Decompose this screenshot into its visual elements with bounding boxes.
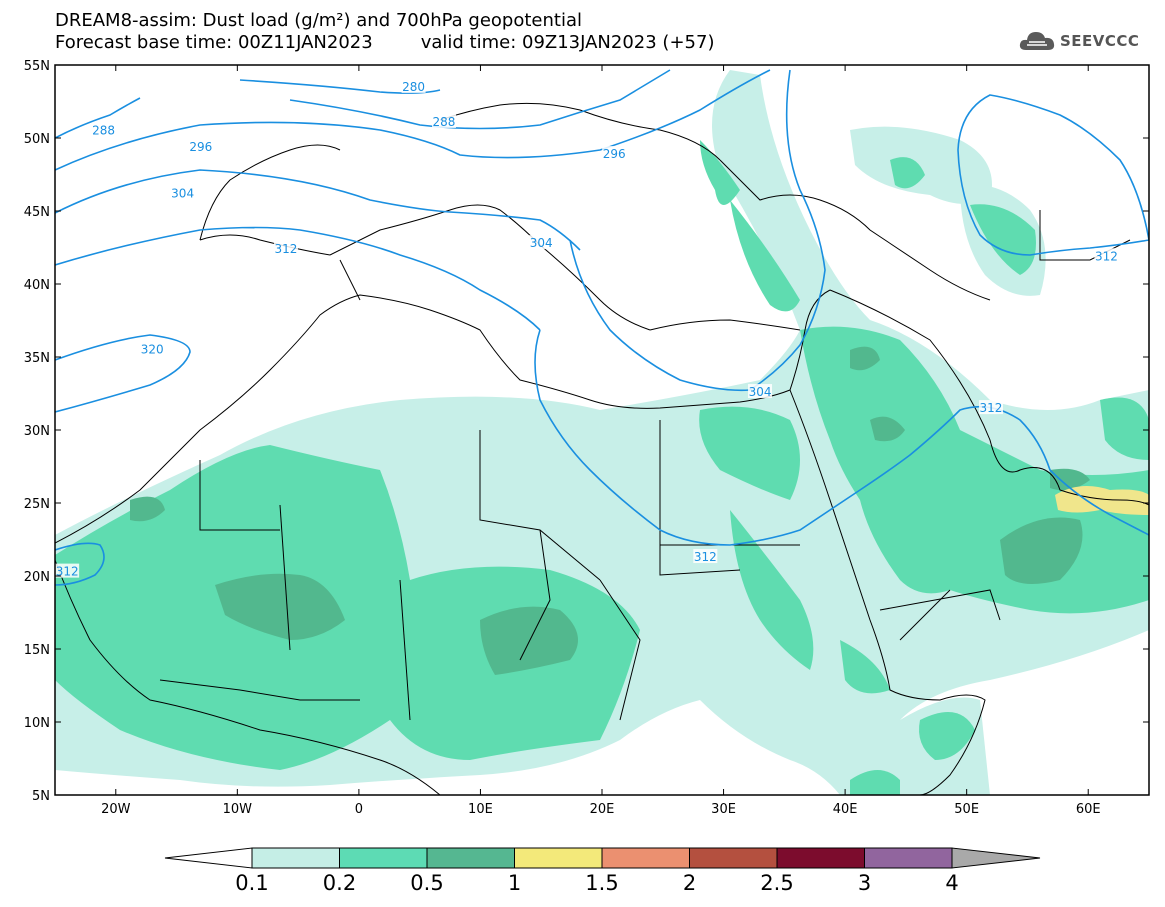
colorbar: 0.1 0.2 0.5 1 1.5 2 2.5 3 4 — [164, 847, 1041, 895]
contour-312-central — [534, 329, 1149, 546]
contour-320 — [55, 334, 191, 413]
contour-label-bg — [1094, 248, 1119, 263]
contour-312-south — [55, 542, 105, 586]
colorbar-label: 3 — [858, 871, 871, 895]
contour-288-east — [289, 69, 671, 130]
title-line-1: DREAM8-assim: Dust load (g/m²) and 700hP… — [55, 10, 582, 31]
contour-296-west — [55, 69, 771, 171]
contour-label-bg — [602, 146, 627, 161]
contour-label: 288 — [92, 124, 115, 138]
colorbar-segment — [601, 847, 690, 869]
contour-label: 304 — [530, 236, 553, 250]
colorbar-label: 0.2 — [323, 871, 356, 895]
colorbar-segment — [514, 847, 603, 869]
colorbar-label: 2 — [683, 871, 696, 895]
lat-tick-label: 30N — [24, 424, 50, 439]
lat-tick-label: 5N — [32, 789, 50, 804]
contour-304-west — [55, 169, 581, 251]
lon-tick-label: 10W — [223, 802, 253, 817]
contour-312-west — [55, 226, 541, 331]
lon-tick-label: 50E — [954, 802, 979, 817]
latitude-axis: 55N 50N 45N 40N 35N 30N 25N 20N 15N 10N 5N — [24, 59, 1149, 804]
contour-label: 296 — [189, 140, 212, 154]
lat-tick-label: 15N — [24, 643, 50, 658]
contour-label-bg — [170, 185, 195, 200]
colorbar-label: 0.5 — [410, 871, 443, 895]
forecast-base-time: Forecast base time: 00Z11JAN2023 — [55, 32, 373, 53]
colorbar-segment — [864, 847, 953, 869]
lon-tick-label: 30E — [711, 802, 736, 817]
contour-label: 312 — [1095, 249, 1118, 263]
contour-288-west — [55, 97, 141, 139]
valid-time: valid time: 09Z13JAN2023 (+57) — [420, 32, 715, 53]
contour-label: 304 — [749, 385, 772, 399]
contour-label: 288 — [433, 115, 456, 129]
colorbar-segment — [689, 847, 778, 869]
lat-tick-label: 25N — [24, 497, 50, 512]
contour-label-bg — [693, 549, 718, 564]
contour-label-bg — [55, 563, 80, 578]
colorbar-label: 4 — [945, 871, 958, 895]
lat-tick-label: 50N — [24, 132, 50, 147]
colorbar-over-triangle — [951, 847, 1041, 869]
dust-level-0-5 — [130, 346, 1090, 675]
dust-level-1 — [1055, 486, 1149, 515]
colorbar-segment — [776, 847, 865, 869]
contour-labels: 288 296 304 312 320 312 280 288 296 304 304 312 312 3… — [55, 78, 1119, 579]
geopotential-contours — [55, 69, 1149, 586]
lat-tick-label: 20N — [24, 570, 50, 585]
lon-tick-label: 20W — [101, 802, 131, 817]
contour-label-bg — [140, 341, 165, 356]
contour-label-bg — [529, 235, 554, 250]
contour-label: 320 — [141, 343, 164, 357]
lon-tick-label: 0 — [355, 802, 363, 817]
contour-label: 312 — [694, 550, 717, 564]
contour-label-bg — [978, 400, 1003, 415]
contour-label-bg — [91, 122, 116, 137]
coastlines-borders — [55, 102, 1149, 795]
colorbar-label: 0.1 — [235, 871, 268, 895]
contour-label-bg — [188, 138, 213, 153]
contour-312-east — [957, 94, 1149, 256]
colorbar-segment — [426, 847, 515, 869]
contour-label-bg — [401, 78, 426, 93]
contour-label: 312 — [275, 242, 298, 256]
lon-tick-label: 60E — [1076, 802, 1101, 817]
contour-label-bg — [748, 384, 773, 399]
colorbar-segment — [339, 847, 428, 869]
contour-label: 304 — [171, 186, 194, 200]
lat-tick-label: 55N — [24, 59, 50, 74]
contour-label-bg — [431, 113, 456, 128]
lat-tick-label: 10N — [24, 716, 50, 731]
lat-tick-label: 40N — [24, 278, 50, 293]
seevccc-logo: SEEVCCC — [1018, 26, 1139, 56]
map-title: DREAM8-assim: Dust load (g/m²) and 700hP… — [55, 10, 714, 54]
colorbar-under-triangle — [164, 847, 253, 869]
contour-label-bg — [273, 240, 298, 255]
title-line-2: Forecast base time: 00Z11JAN2023 valid ti… — [55, 32, 714, 54]
contour-label: 312 — [56, 565, 79, 579]
cloud-icon — [1019, 32, 1055, 50]
logo-text: SEEVCCC — [1060, 32, 1140, 50]
colorbar-label: 1.5 — [585, 871, 618, 895]
contour-label: 296 — [603, 147, 626, 161]
colorbar-segment — [251, 847, 340, 869]
contour-304-east — [569, 69, 826, 392]
lon-tick-label: 40E — [833, 802, 858, 817]
lon-tick-label: 10E — [468, 802, 493, 817]
colorbar-label: 1 — [508, 871, 521, 895]
lon-tick-label: 20E — [590, 802, 615, 817]
longitude-axis: 20W 10W 0 10E 20E 30E 40E 50E 60E — [101, 65, 1101, 817]
lat-tick-label: 45N — [24, 205, 50, 220]
colorbar-label: 2.5 — [760, 871, 793, 895]
contour-label: 312 — [980, 401, 1003, 415]
contour-label: 280 — [402, 80, 425, 94]
dust-field — [55, 70, 1149, 795]
lat-tick-label: 35N — [24, 351, 50, 366]
